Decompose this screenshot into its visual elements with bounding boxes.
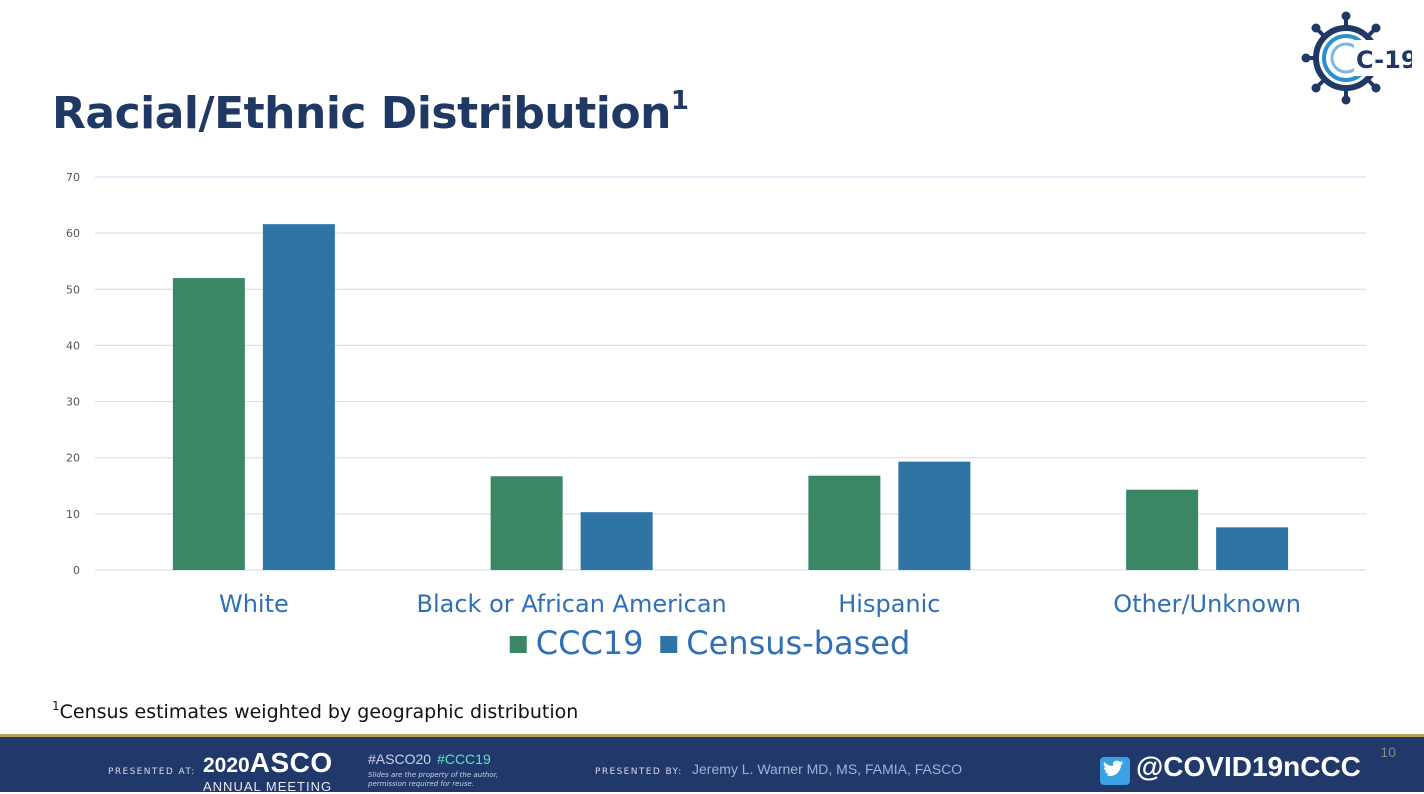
y-tick-label: 10 [66,508,80,521]
hashtags: #ASCO20 #CCC19 [368,751,491,767]
presenter-name: Jeremy L. Warner MD, MS, FAMIA, FASCO [692,761,963,777]
ccc19-logo-icon: C-19 [1301,11,1412,105]
slide-title: Racial/Ethnic Distribution1 [52,86,689,139]
bar [580,512,653,570]
hashtag-asco20: #ASCO20 [368,751,432,767]
footnote-text: Census estimates weighted by geographic … [59,701,579,723]
x-category-label: White [219,590,289,618]
title-superscript: 1 [670,86,689,116]
y-tick-label: 40 [66,339,80,352]
y-tick-label: 60 [66,227,80,240]
slide-number: 10 [1380,744,1396,760]
legend-swatch [509,636,527,653]
disclaimer-text: Slides are the property of the author, p… [368,771,499,788]
x-category-label: Black or African American [417,590,727,618]
y-tick-label: 30 [66,396,80,409]
bar [172,278,245,570]
meeting-name: ASCO [249,747,333,778]
bar [490,476,563,570]
bar [1216,527,1289,570]
y-tick-label: 20 [66,452,80,465]
legend-label: CCC19 [536,624,644,662]
slide-title-text: Racial/Ethnic Distribution [52,88,671,139]
x-category-label: Hispanic [838,590,940,618]
hashtag-ccc19: #CCC19 [437,751,491,767]
legend-label: Census-based [686,624,910,662]
twitter-handle: @COVID19nCCC [1136,751,1361,782]
footnote: 1Census estimates weighted by geographic… [52,699,579,723]
bar [808,475,881,570]
presented-at-label: PRESENTED AT: [108,767,196,777]
meeting-subtitle: ANNUAL MEETING [203,779,333,794]
bar [1126,489,1199,570]
asco-logo: 2020ASCO ANNUAL MEETING [203,747,333,794]
legend-swatch [660,636,678,653]
y-tick-label: 0 [73,564,80,577]
bar-chart: 0 10 20 30 40 50 60 70 White Black or African Ame… [66,171,1366,662]
logo-text: C-19 [1356,46,1412,74]
y-tick-label: 50 [66,283,80,296]
meeting-year: 2020 [203,754,250,777]
x-category-label: Other/Unknown [1113,590,1301,618]
presented-by-label: PRESENTED BY: [595,767,683,777]
footnote-superscript: 1 [52,699,60,713]
bar [262,224,335,570]
twitter-icon [1100,757,1130,785]
footer-bar: PRESENTED AT: 2020ASCO ANNUAL MEETING #A… [0,734,1424,794]
y-tick-label: 70 [66,171,80,184]
bar [898,461,971,570]
